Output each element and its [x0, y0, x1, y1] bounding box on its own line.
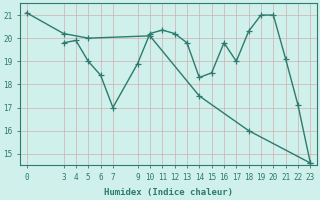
X-axis label: Humidex (Indice chaleur): Humidex (Indice chaleur) [104, 188, 233, 197]
